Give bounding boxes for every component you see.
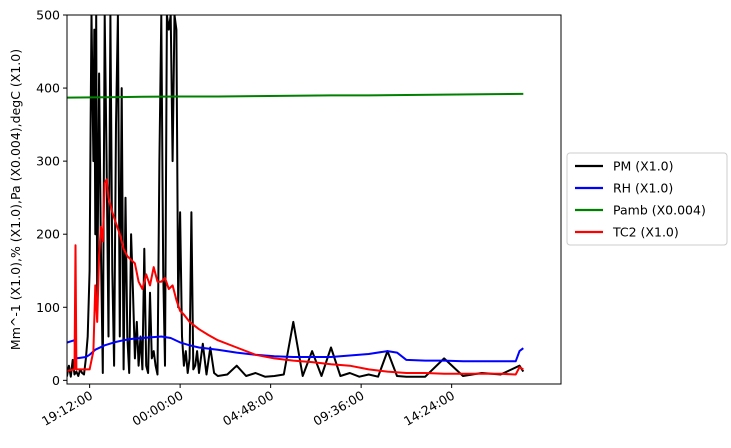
y-tick-label: 200 [36, 227, 60, 242]
y-tick-label: 100 [36, 300, 60, 315]
legend-label: PM (X1.0) [613, 159, 674, 174]
x-tick-label: 04:48:00 [220, 388, 276, 429]
series-line-1 [67, 335, 524, 363]
y-axis: 0 100 200 300 400 500 [36, 8, 67, 388]
x-tick-label: 14:24:00 [401, 388, 457, 429]
y-tick-label: 0 [52, 373, 60, 388]
series-line-0 [67, 15, 525, 378]
plot-area [66, 14, 562, 385]
y-tick-label: 400 [36, 81, 60, 96]
x-tick-label: 19:12:00 [39, 388, 95, 429]
legend: PM (X1.0) RH (X1.0) Pamb (X0.004) TC2 (X1.0… [566, 152, 728, 246]
series-line-2 [67, 92, 524, 99]
y-tick-label: 500 [36, 8, 60, 23]
y-axis-label: Mm^-1 (X1.0),% (X1.0),Pa (X0.004),degC (… [8, 49, 23, 350]
legend-label: Pamb (X0.004) [613, 203, 706, 218]
x-tick-label: 09:36:00 [311, 388, 367, 429]
legend-label: TC2 (X1.0) [612, 225, 679, 240]
x-axis: 19:12:00 00:00:00 04:48:00 09:36:00 14:24:00 [39, 384, 457, 429]
series-line-3 [67, 178, 524, 376]
x-tick-label: 00:00:00 [130, 388, 186, 429]
legend-label: RH (X1.0) [613, 181, 673, 196]
series-layer [67, 15, 525, 378]
legend-box [566, 152, 728, 246]
y-tick-label: 300 [36, 154, 60, 169]
plot-frame [66, 14, 562, 385]
